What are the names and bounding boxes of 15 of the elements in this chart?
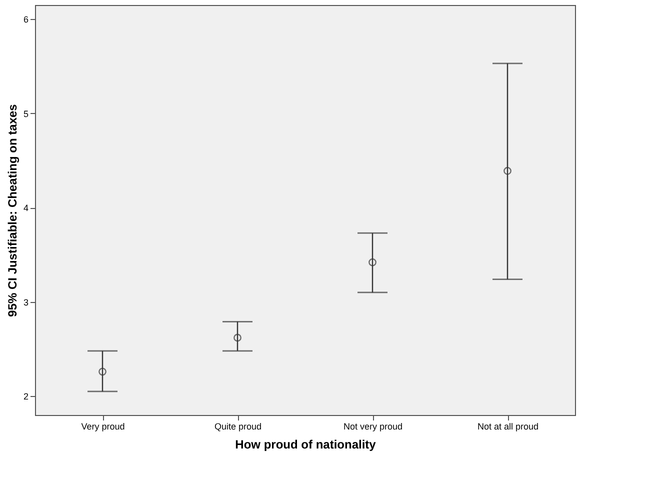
point — [504, 166, 512, 175]
x-tick-label: Very proud — [81, 422, 125, 432]
point — [98, 368, 106, 376]
y-axis-title: 95% CI Justifiable: Cheating on taxes — [5, 104, 20, 317]
x-tick-label: Not very proud — [343, 422, 403, 432]
x-tick-label: Not at all proud — [477, 422, 539, 432]
point — [234, 334, 242, 342]
x-axis-title: How proud of nationality — [235, 438, 376, 452]
x-tick-label: Quite proud — [214, 422, 262, 432]
y-tick-label: 4 — [23, 203, 28, 214]
y-tick-label: 5 — [23, 108, 28, 119]
y-tick-label: 6 — [23, 14, 28, 25]
point — [368, 258, 376, 266]
y-tick-label: 3 — [23, 297, 28, 308]
y-tick-label: 2 — [23, 392, 28, 402]
